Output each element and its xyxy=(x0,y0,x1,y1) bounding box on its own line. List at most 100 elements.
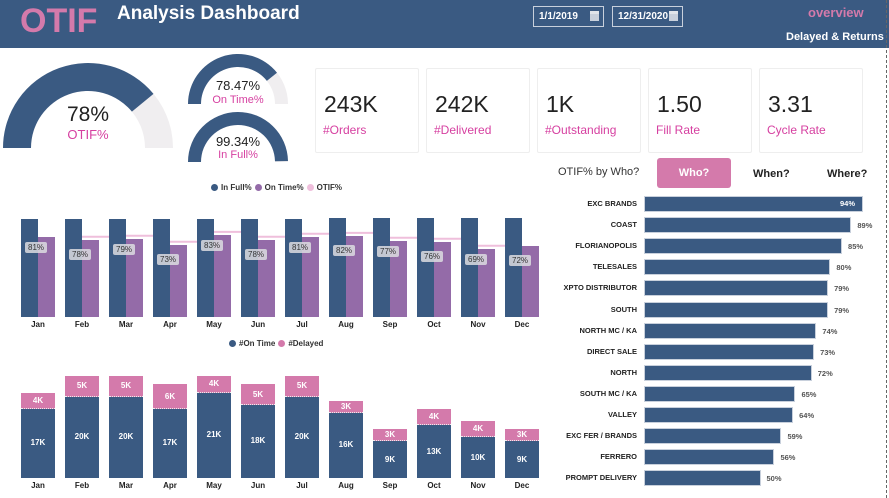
in-full-bar xyxy=(329,218,346,317)
who-value: 50% xyxy=(766,474,782,484)
who-label: SOUTH xyxy=(610,304,637,314)
month-label: Dec xyxy=(514,481,530,490)
in-full-gauge-fill xyxy=(188,111,288,162)
month-label: Apr xyxy=(163,481,177,490)
delayed-bar xyxy=(461,421,495,438)
tab-when[interactable]: When? xyxy=(753,168,790,180)
on-time-bar xyxy=(241,404,275,478)
who-value: 94% xyxy=(840,199,856,208)
who-value: 85% xyxy=(848,242,864,252)
who-value: 64% xyxy=(799,411,815,420)
nav-delayed-returns[interactable]: Delayed & Returns xyxy=(786,31,884,43)
delayed-label: 5K xyxy=(120,381,132,391)
on-time-gauge-value: 78.47% xyxy=(215,78,261,93)
delayed-label: 4K xyxy=(472,424,484,434)
kpi-card-cycle-rate: 3.31 Cycle Rate xyxy=(759,68,863,153)
who-bar xyxy=(644,407,794,423)
legend-dot-in-full xyxy=(211,184,218,191)
in-full-bar xyxy=(153,218,170,317)
delayed-label: 3K xyxy=(340,401,352,411)
month-label: Nov xyxy=(470,320,486,329)
page-title: Analysis Dashboard xyxy=(117,3,300,24)
in-full-gauge-label: In Full% xyxy=(218,149,258,161)
delayed-label: 3K xyxy=(516,430,528,440)
on-time-label: 20K xyxy=(74,432,90,442)
otif-data-label: 78% xyxy=(69,248,92,260)
month-label: Dec xyxy=(514,320,530,329)
calendar-icon[interactable] xyxy=(669,11,678,21)
who-bar xyxy=(644,238,843,255)
nav-overview[interactable]: overview xyxy=(808,5,864,20)
who-bar xyxy=(644,259,831,276)
who-label: FLORIANOPOLIS xyxy=(575,241,637,251)
delayed-label: 5K xyxy=(296,381,308,391)
on-time-bar xyxy=(126,238,143,317)
legend-label: OTIF% xyxy=(316,183,342,192)
who-label: NORTH xyxy=(610,367,637,377)
delayed-bar xyxy=(65,376,99,397)
delayed-label: 4K xyxy=(32,395,44,405)
on-time-label: 21K xyxy=(206,430,222,440)
legend-dot-on-time xyxy=(254,184,262,191)
month-label: May xyxy=(206,481,222,490)
month-label: Apr xyxy=(163,320,177,329)
in-full-gauge-value: 99.34% xyxy=(215,134,261,149)
on-time-bar xyxy=(65,396,99,478)
who-value: 72% xyxy=(817,368,833,378)
in-full-bar xyxy=(461,218,478,317)
delayed-label: 4K xyxy=(428,411,440,421)
kpi-value: 243K xyxy=(324,91,378,117)
in-full-bar xyxy=(373,218,390,317)
end-date-picker[interactable]: 12/31/2020 xyxy=(612,6,683,27)
kpi-card-orders: 243K #Orders xyxy=(315,68,419,153)
legend-dot-on-time xyxy=(229,340,236,347)
who-bar xyxy=(644,196,864,212)
who-label: COAST xyxy=(610,220,637,230)
tab-who[interactable]: Who? xyxy=(657,158,731,188)
on-time-bar xyxy=(390,240,407,317)
start-date-picker[interactable]: 1/1/2019 xyxy=(533,6,604,27)
legend-dot-otif xyxy=(306,184,314,191)
month-label: Feb xyxy=(74,481,90,490)
who-value: 73% xyxy=(820,347,836,357)
who-value: 79% xyxy=(834,305,850,315)
otif-data-label: 83% xyxy=(201,239,224,251)
who-label: VALLEY xyxy=(607,410,637,419)
who-bar xyxy=(644,217,852,234)
who-value: 74% xyxy=(822,326,838,336)
page-border xyxy=(886,0,887,498)
otif-data-label: 79% xyxy=(113,243,136,255)
on-time-bar xyxy=(285,396,319,478)
on-time-label: 17K xyxy=(30,438,46,448)
delayed-bar xyxy=(505,429,539,442)
delayed-bar xyxy=(241,384,275,405)
kpi-label: #Delivered xyxy=(434,123,492,137)
on-time-bar xyxy=(214,234,231,317)
who-value: 56% xyxy=(780,453,796,463)
calendar-icon[interactable] xyxy=(590,11,599,21)
on-time-bar xyxy=(21,408,55,478)
delayed-bar xyxy=(285,376,319,397)
on-time-label: 20K xyxy=(294,432,310,442)
month-label: Mar xyxy=(118,481,134,490)
delayed-bar xyxy=(153,384,187,409)
in-full-bar xyxy=(417,218,434,317)
chart2-legend: #On Time #Delayed xyxy=(229,339,323,348)
who-label: EXC FER / BRANDS xyxy=(566,431,637,441)
on-time-label: 18K xyxy=(250,436,266,446)
month-label: Jul xyxy=(296,320,308,329)
otif-data-label: 81% xyxy=(289,241,312,253)
month-label: Nov xyxy=(470,481,486,490)
on-time-bar xyxy=(302,236,319,317)
month-label: Sep xyxy=(382,320,398,329)
delayed-bar xyxy=(417,408,451,426)
kpi-value: 3.31 xyxy=(768,91,813,117)
delayed-label: 5K xyxy=(76,381,88,391)
who-label: XPTO DISTRIBUTOR xyxy=(563,283,637,293)
who-bar xyxy=(644,428,782,445)
tab-where[interactable]: Where? xyxy=(827,168,868,180)
who-value: 79% xyxy=(834,284,850,294)
month-label: Jul xyxy=(296,481,308,490)
kpi-label: Fill Rate xyxy=(656,123,701,137)
delayed-label: 4K xyxy=(208,379,220,389)
